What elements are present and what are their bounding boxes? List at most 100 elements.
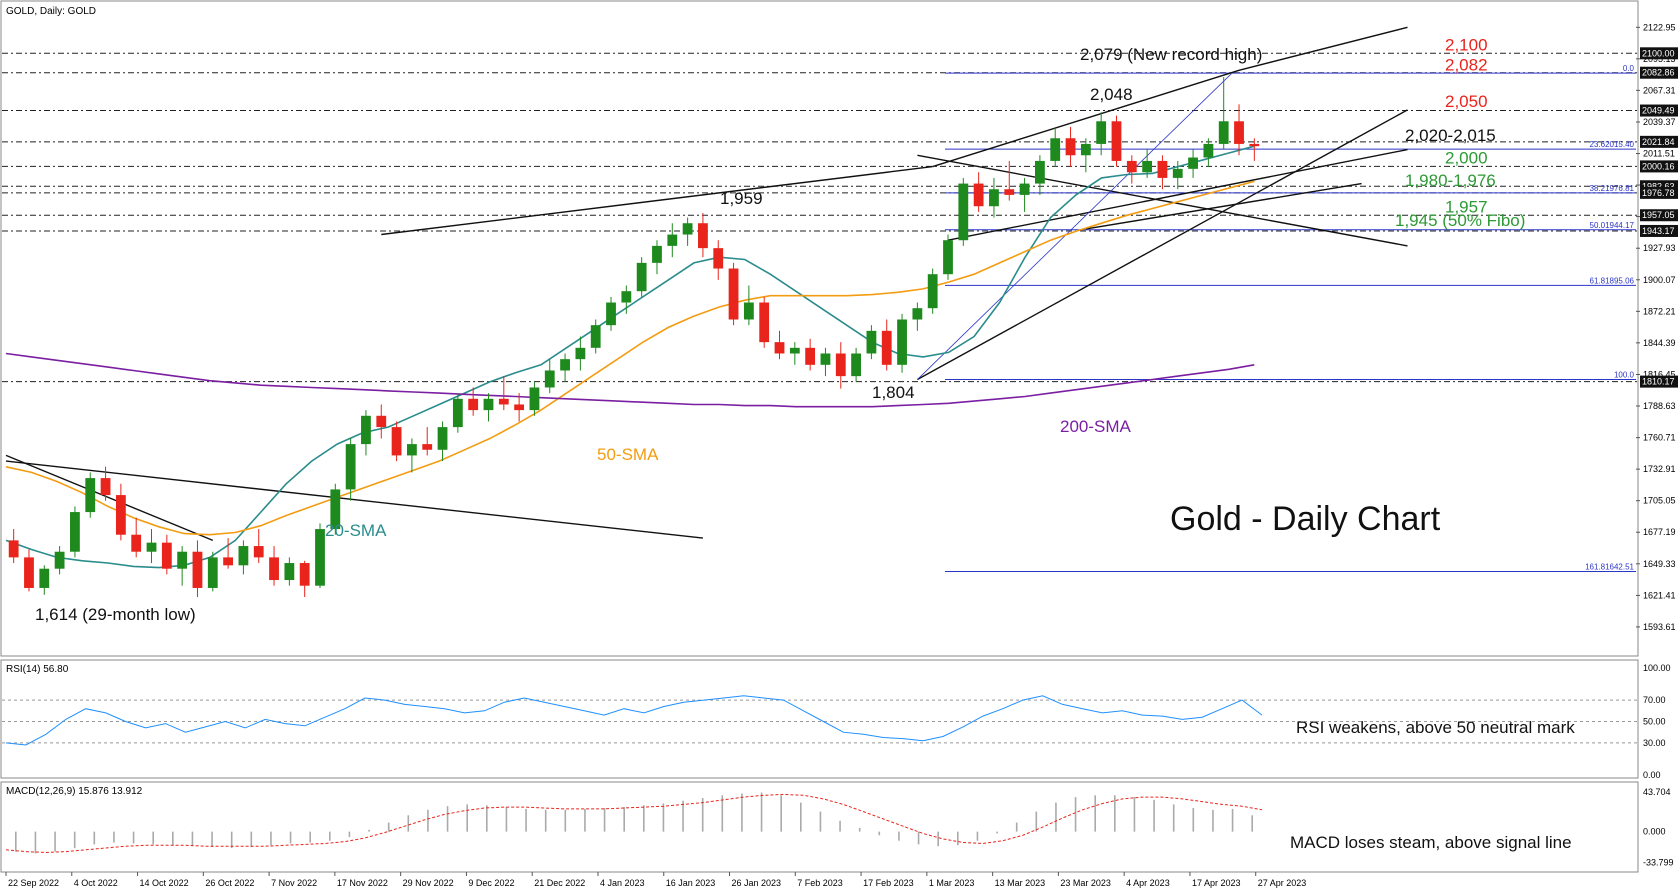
candle-body [606, 302, 616, 326]
level-annotation: 1,980-1,976 [1405, 171, 1496, 190]
level-annotation: 2,050 [1445, 92, 1488, 111]
candle-body [498, 398, 509, 405]
price-tag-box [1640, 160, 1678, 173]
candle-body [24, 557, 34, 588]
candle-body [1050, 138, 1061, 161]
candle-body [284, 563, 295, 581]
trend-line [947, 148, 1408, 241]
candle-body [253, 546, 264, 558]
x-axis-tick-label: 4 Oct 2022 [74, 878, 118, 888]
candle-body [345, 444, 356, 490]
price-axis-tick-label: 1816.45 [1643, 369, 1676, 379]
price-tag-label: 1957.05 [1642, 210, 1675, 220]
candle-body [1249, 143, 1260, 147]
rsi-axis-tick-label: 100.00 [1643, 663, 1671, 673]
point-annotation: 1,804 [872, 383, 915, 402]
candle-body [177, 551, 188, 569]
moving-average-20-sma [5, 145, 1255, 569]
trend-line [932, 26, 1408, 168]
candle-body [529, 387, 540, 411]
candle-body [146, 542, 157, 552]
rsi-header: RSI(14) 56.80 [6, 664, 69, 675]
price-panel-frame [0, 0, 1639, 657]
trend-line [1085, 182, 1362, 230]
price-tag-box [1640, 135, 1678, 148]
price-axis-tick-label: 1844.39 [1643, 338, 1676, 348]
level-annotation: 2,100 [1445, 35, 1488, 54]
x-axis-tick-label: 4 Jan 2023 [600, 878, 645, 888]
candle-body [1172, 168, 1183, 178]
candle-body [330, 489, 341, 530]
price-tag-label: 2049.49 [1642, 106, 1675, 116]
x-axis-tick-label: 17 Apr 2023 [1192, 878, 1241, 888]
price-tag-label: 2082.86 [1642, 68, 1675, 78]
trend-line [5, 460, 703, 539]
price-axis-tick-label: 1621.41 [1643, 590, 1676, 600]
candle-body [774, 342, 785, 354]
x-axis-tick-label: 26 Jan 2023 [732, 878, 782, 888]
moving-average-200-sma [5, 352, 1255, 408]
trend-line [381, 165, 933, 236]
candle-body [131, 534, 142, 552]
price-axis-tick-label: 1677.19 [1643, 527, 1676, 537]
macd-panel-frame [0, 781, 1639, 873]
fib-level-label: 0.0 [1623, 64, 1635, 73]
fib-level-label: 61.81895.06 [1590, 276, 1635, 285]
candle-body [1234, 121, 1244, 144]
macd-signal-line [5, 793, 1263, 854]
candle-body [70, 512, 80, 552]
candle-body [361, 415, 371, 445]
moving-average-50-sma [5, 180, 1255, 536]
candle-body [269, 557, 279, 581]
candle-body [115, 495, 126, 535]
candle-body [621, 291, 632, 303]
candle-body [728, 268, 739, 320]
candle-body [1126, 160, 1137, 173]
candle-body [560, 359, 570, 371]
candle-body [1157, 160, 1168, 178]
candle-body [452, 398, 463, 428]
candle-body [85, 478, 96, 513]
candle-body [483, 398, 494, 411]
candle-body [698, 223, 708, 249]
candle-body [851, 353, 861, 377]
price-tag-box [1640, 224, 1678, 237]
price-axis-tick-label: 2039.37 [1643, 117, 1676, 127]
price-axis-tick-label: 2122.95 [1643, 22, 1676, 32]
trend-line [917, 109, 1408, 381]
rsi-axis-tick-label: 70.00 [1643, 695, 1666, 705]
price-tag-box [1640, 186, 1678, 199]
candle-body [1188, 157, 1198, 169]
fib-anchor-line [917, 73, 1232, 380]
symbol-header: GOLD, Daily: GOLD [6, 6, 96, 17]
x-axis-tick-label: 17 Nov 2022 [337, 878, 388, 888]
x-axis-tick-label: 7 Feb 2023 [797, 878, 843, 888]
x-axis-tick-label: 9 Dec 2022 [468, 878, 514, 888]
macd-header: MACD(12,26,9) 15.876 13.912 [6, 786, 143, 797]
candle-body [973, 183, 984, 207]
candle-body [866, 330, 877, 354]
fib-level-label: 100.0 [1614, 371, 1635, 380]
candle-body [514, 404, 525, 411]
candle-body [759, 302, 770, 343]
x-axis-tick-label: 13 Mar 2023 [995, 878, 1046, 888]
candle-body [912, 308, 923, 320]
candle-body [1035, 160, 1045, 184]
price-tag-box [1640, 104, 1678, 117]
point-annotation: 1,959 [720, 189, 763, 208]
candle-body [39, 568, 50, 588]
price-tag-label: 2100.00 [1642, 48, 1675, 58]
rsi-line [5, 695, 1263, 746]
chart-watermark-title: Gold - Daily Chart [1170, 500, 1441, 538]
x-axis-tick-label: 21 Dec 2022 [534, 878, 585, 888]
candle-body [789, 347, 800, 354]
x-axis-tick-label: 14 Oct 2022 [140, 878, 189, 888]
price-tag-box [1640, 375, 1678, 388]
point-annotation: 1,614 (29-month low) [35, 605, 196, 624]
candle-body [100, 478, 111, 496]
price-tag-box [1640, 209, 1678, 222]
candle-body [667, 234, 678, 246]
x-axis-tick-label: 16 Jan 2023 [666, 878, 716, 888]
x-axis-tick-label: 4 Apr 2023 [1126, 878, 1170, 888]
